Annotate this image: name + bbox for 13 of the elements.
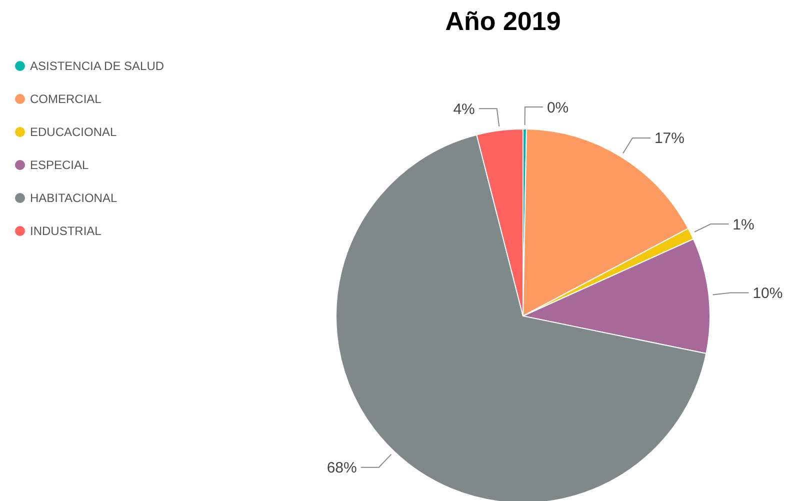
data-label: 4%	[453, 100, 475, 118]
data-label: 1%	[732, 216, 754, 234]
legend-label: INDUSTRIAL	[30, 224, 102, 238]
legend-label: EDUCACIONAL	[30, 125, 118, 140]
data-label: 68%	[326, 460, 357, 477]
data-label: 0%	[546, 99, 569, 116]
legend-label: COMERCIAL	[30, 92, 102, 106]
data-label: 17%	[654, 130, 684, 148]
chart-title: Año 2019	[445, 6, 561, 36]
data-label: 10%	[752, 285, 783, 302]
legend-label: HABITACIONAL	[30, 191, 118, 206]
legend-label: ASISTENCIA DE SALUD	[30, 59, 164, 74]
legend-label: ESPECIAL	[30, 158, 90, 172]
